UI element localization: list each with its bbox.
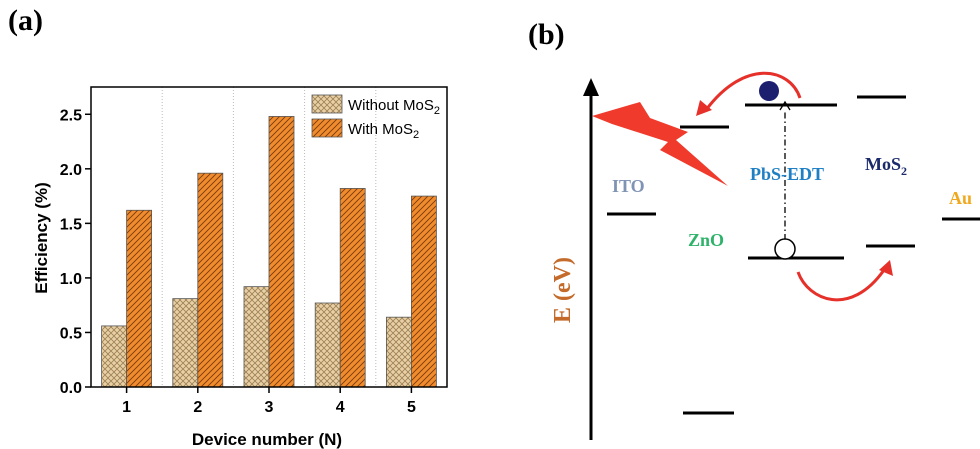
y-tick-label: 2.5 [60,107,82,124]
bar-without-mos2-2 [172,298,199,388]
electron-icon [759,81,779,101]
legend-swatch-with [311,118,343,138]
bar-with-mos2-5 [410,195,437,388]
panel-b-label: (b) [528,18,565,51]
legend: Without MoS2 With MoS2 [311,94,440,141]
zno-label: ZnO [688,230,724,250]
au-label: Au [949,188,972,208]
energy-axis-label: E (eV) [550,257,576,323]
bar-with-mos2-1 [126,209,152,388]
bar-with-mos2-3 [268,116,295,388]
y-tick-label: 1.5 [60,216,82,233]
mos2-label: MoS2 [865,154,907,178]
legend-swatch-without [311,94,343,114]
x-tick-label: 3 [265,399,274,416]
bar-without-mos2-3 [243,286,270,388]
efficiency-bar-chart: 0.0 0.5 1.0 1.5 2.0 2.5 1 2 3 4 5 Without MoS2 Wi… [32,86,448,449]
hole-transfer-arrow [796,269,886,302]
x-axis-ticks: 1 2 3 4 5 [122,387,416,416]
energy-axis-arrowhead [583,78,599,96]
excitation-arrowhead [779,100,791,111]
y-tick-label: 0.5 [60,325,82,342]
hole-transfer-arrowhead [879,260,893,276]
ito-label: ITO [612,176,645,196]
x-tick-label: 5 [407,399,416,416]
hole-icon [774,238,796,260]
y-axis-ticks: 0.0 0.5 1.0 1.5 2.0 2.5 [60,107,91,397]
bar-with-mos2-2 [197,172,224,388]
y-tick-label: 2.0 [60,162,82,179]
grid-separators [161,87,377,387]
legend-label-without: Without MoS2 [348,97,440,117]
bar-without-mos2-1 [101,325,127,388]
bar-without-mos2-4 [314,302,341,388]
electron-transfer-arrowhead [696,100,712,116]
y-axis-label: Efficiency (%) [32,182,51,293]
y-tick-label: 0.0 [60,380,82,397]
x-tick-label: 1 [122,399,131,416]
x-tick-label: 2 [193,399,202,416]
panel-a-label: (a) [8,4,43,37]
x-axis-label: Device number (N) [192,430,342,449]
y-tick-label: 1.0 [60,271,82,288]
x-tick-label: 4 [336,399,345,416]
legend-label-with: With MoS2 [348,121,419,141]
pbs-edt-label: PbS-EDT [750,164,824,184]
electron-transfer-arrow [704,71,802,111]
bar-with-mos2-4 [339,188,366,388]
bar-without-mos2-5 [385,316,412,388]
lightning-icon [592,102,728,186]
bar-layer [101,116,437,388]
